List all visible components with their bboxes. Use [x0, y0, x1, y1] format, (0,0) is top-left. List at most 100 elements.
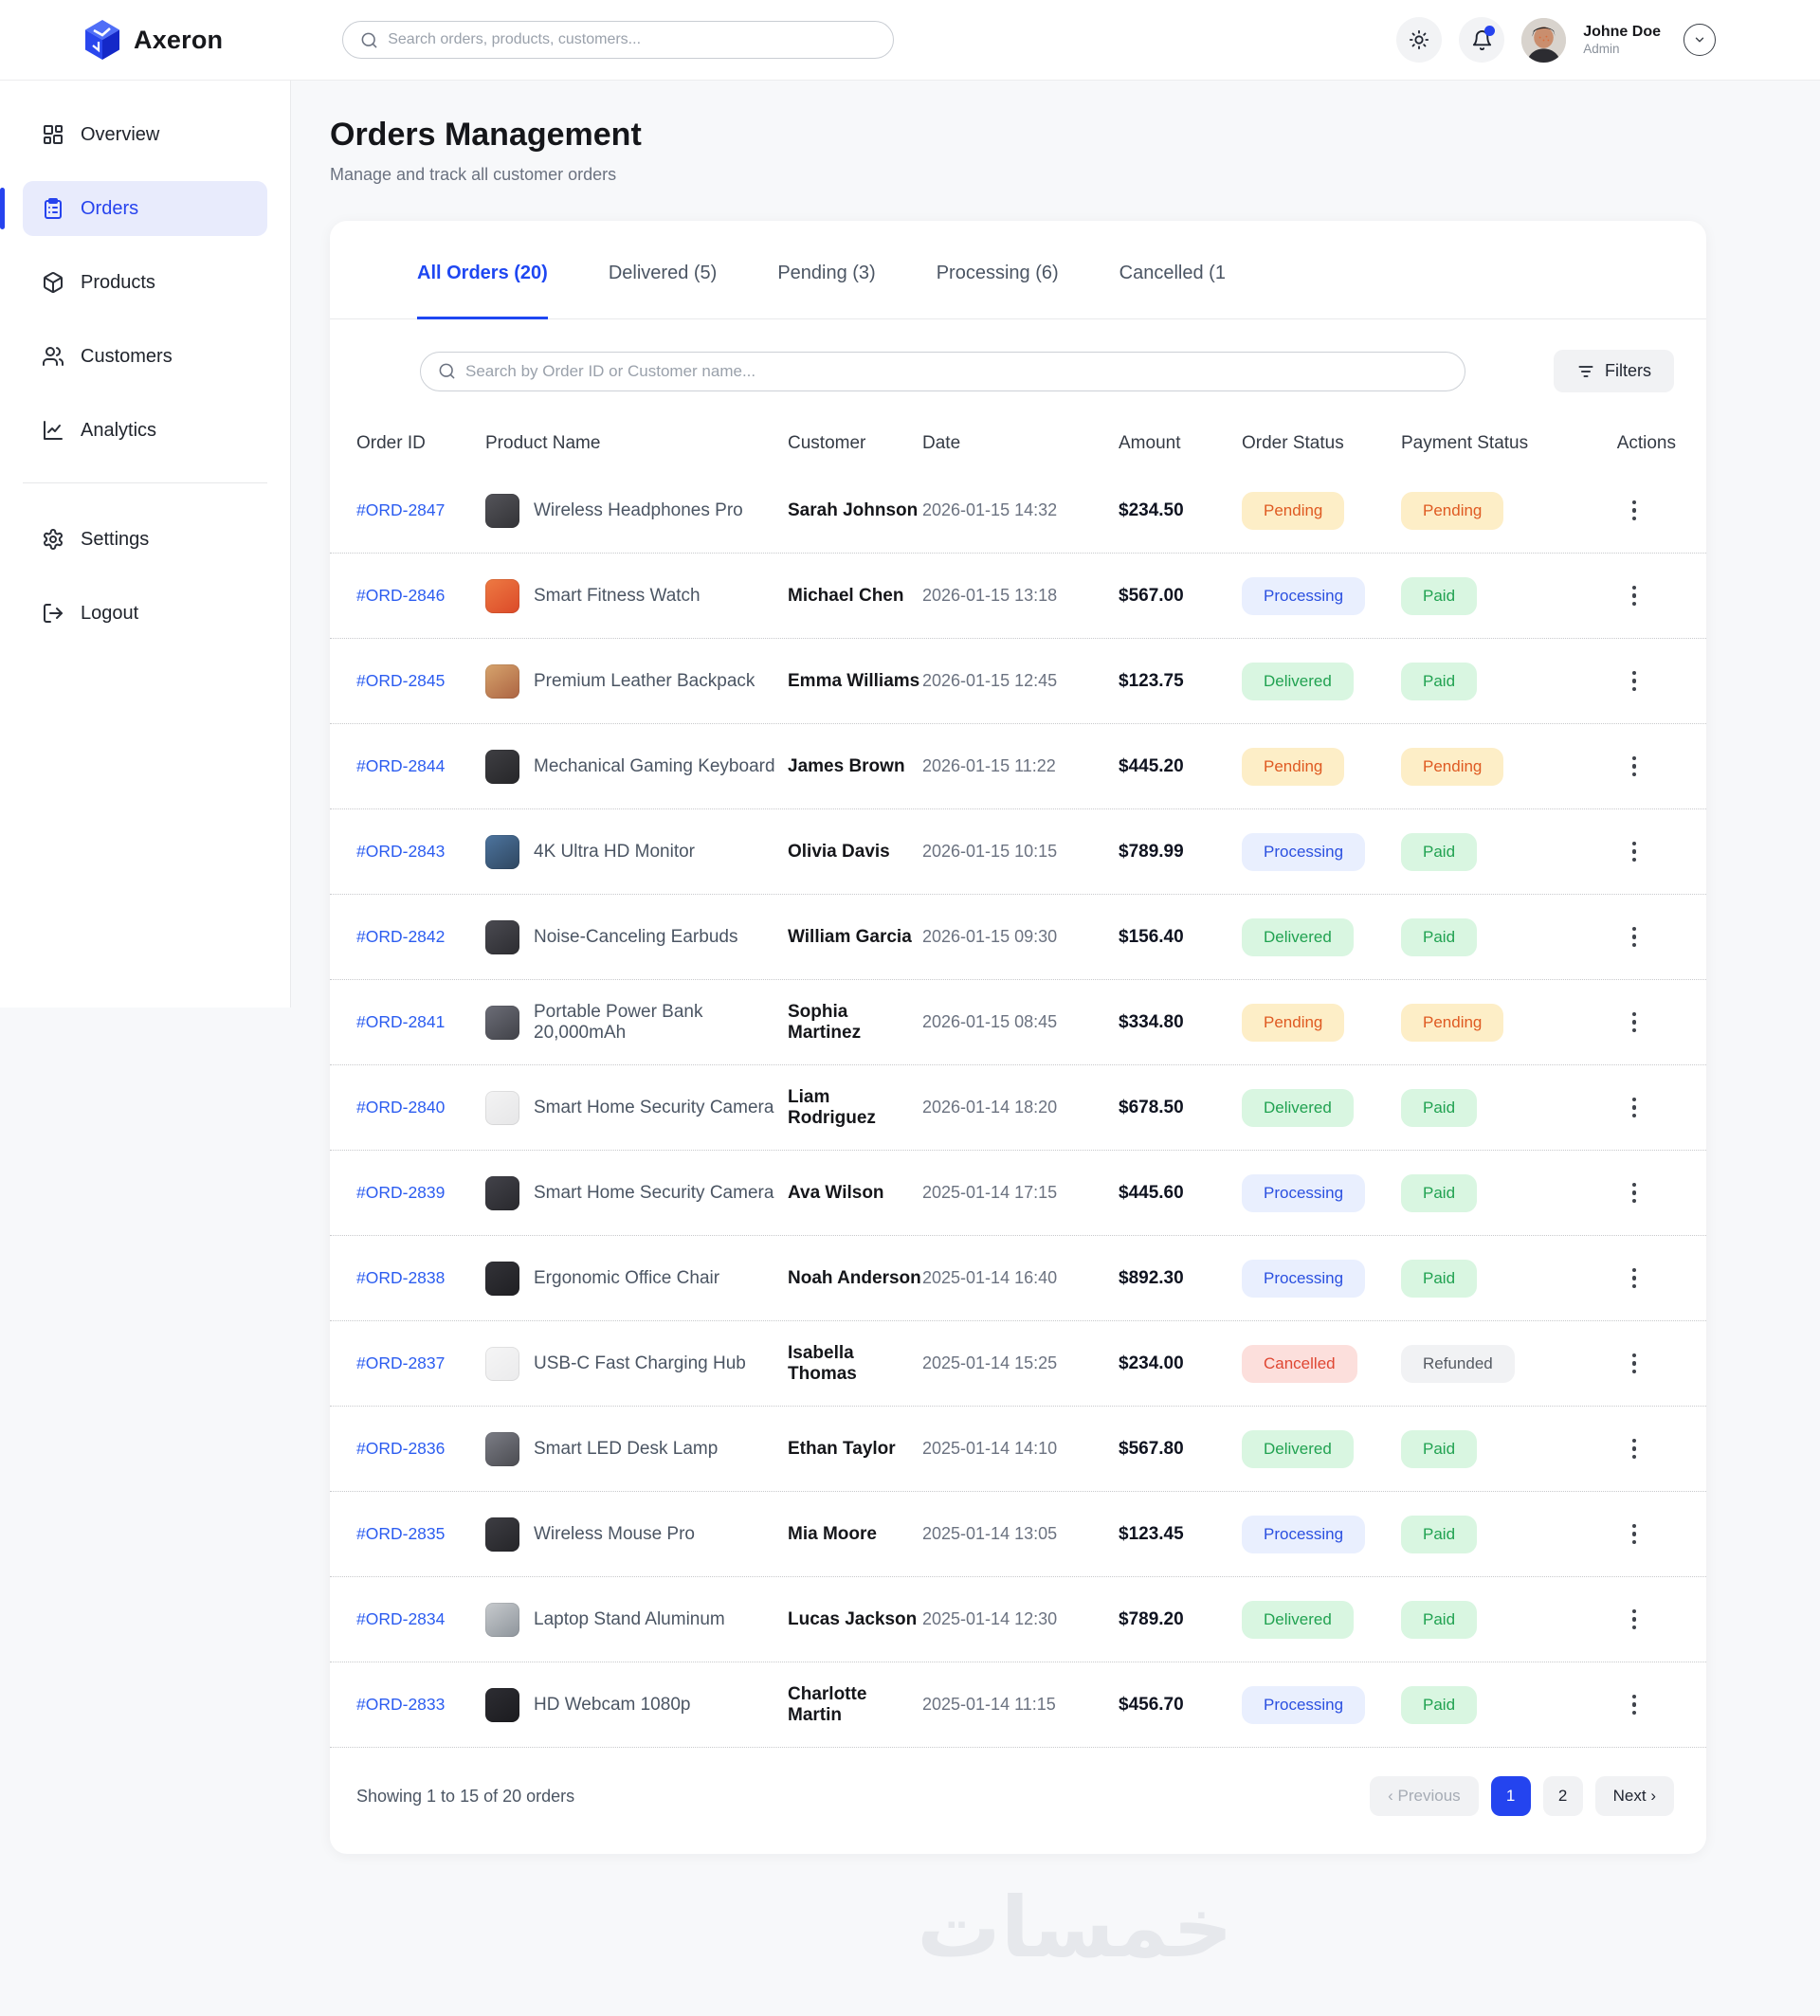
- row-actions-menu-button[interactable]: [1627, 1348, 1643, 1380]
- table-row: #ORD-2833 HD Webcam 1080p Charlotte Mart…: [330, 1662, 1706, 1748]
- payment-status-badge: Paid: [1401, 1259, 1478, 1298]
- product-photo: [485, 1090, 519, 1125]
- tab-delivered[interactable]: Delivered (5): [608, 263, 718, 283]
- order-search-input[interactable]: [465, 361, 1447, 381]
- active-indicator-bar: [0, 188, 5, 229]
- row-actions-menu-button[interactable]: [1627, 665, 1643, 698]
- product-name: Laptop Stand Aluminum: [534, 1608, 725, 1629]
- page-button-2[interactable]: 2: [1542, 1776, 1583, 1816]
- order-amount: $445.60: [1119, 1182, 1184, 1203]
- order-id-link[interactable]: #ORD-2836: [356, 1439, 446, 1458]
- row-actions-menu-button[interactable]: [1627, 1262, 1643, 1295]
- sidebar-item-analytics[interactable]: Analytics: [23, 403, 267, 458]
- order-date: 2025-01-14 13:05: [922, 1524, 1058, 1543]
- customer-name: Mia Moore: [788, 1523, 877, 1544]
- order-id-link[interactable]: #ORD-2842: [356, 927, 446, 946]
- row-actions-menu-button[interactable]: [1627, 580, 1643, 612]
- order-id-link[interactable]: #ORD-2834: [356, 1609, 446, 1628]
- column-header: Customer: [788, 433, 866, 453]
- order-status-badge: Delivered: [1242, 917, 1354, 956]
- sidebar-item-logout[interactable]: Logout: [23, 586, 267, 641]
- order-id-link[interactable]: #ORD-2846: [356, 586, 446, 605]
- order-date: 2025-01-14 14:10: [922, 1439, 1058, 1458]
- row-actions-menu-button[interactable]: [1627, 1433, 1643, 1465]
- order-id-link[interactable]: #ORD-2838: [356, 1268, 446, 1287]
- order-id-link[interactable]: #ORD-2839: [356, 1183, 446, 1202]
- page-button-1[interactable]: 1: [1490, 1776, 1531, 1816]
- order-date: 2026-01-15 13:18: [922, 586, 1058, 605]
- order-id-link[interactable]: #ORD-2837: [356, 1353, 446, 1372]
- column-header: Amount: [1119, 433, 1181, 453]
- sidebar-item-label: Products: [81, 271, 155, 293]
- row-actions-menu-button[interactable]: [1627, 1689, 1643, 1721]
- sidebar-item-overview[interactable]: Overview: [23, 107, 267, 162]
- global-search[interactable]: [342, 21, 895, 59]
- theme-toggle-button[interactable]: [1396, 17, 1443, 63]
- product-photo: [485, 1005, 519, 1040]
- brand-name: Axeron: [134, 25, 224, 54]
- row-actions-menu-button[interactable]: [1627, 495, 1643, 527]
- sidebar-item-orders[interactable]: Orders: [0, 181, 267, 236]
- row-actions-menu-button[interactable]: [1627, 836, 1643, 868]
- global-search-input[interactable]: [388, 31, 877, 48]
- sidebar-item-customers[interactable]: Customers: [23, 329, 267, 384]
- table-row: #ORD-2840 Smart Home Security Camera Lia…: [330, 1065, 1706, 1151]
- search-icon: [361, 32, 377, 47]
- order-id-link[interactable]: #ORD-2835: [356, 1524, 446, 1543]
- order-date: 2025-01-14 11:15: [922, 1695, 1056, 1714]
- row-actions-menu-button[interactable]: [1627, 921, 1643, 954]
- order-id-link[interactable]: #ORD-2841: [356, 1012, 446, 1031]
- product-name: Smart LED Desk Lamp: [534, 1438, 719, 1459]
- order-status-badge: Pending: [1242, 1003, 1345, 1042]
- filters-button[interactable]: Filters: [1554, 350, 1674, 392]
- tab-processing[interactable]: Processing (6): [936, 263, 1059, 283]
- order-id-link[interactable]: #ORD-2844: [356, 756, 446, 775]
- notifications-button[interactable]: [1459, 17, 1505, 63]
- order-id-link[interactable]: #ORD-2847: [356, 500, 446, 519]
- order-search[interactable]: [420, 351, 1465, 391]
- row-actions-menu-button[interactable]: [1627, 751, 1643, 783]
- brand-logo: Axeron: [83, 19, 223, 61]
- order-status-badge: Delivered: [1242, 1600, 1354, 1639]
- customer-name: Sarah Johnson: [788, 499, 919, 520]
- row-actions-menu-button[interactable]: [1627, 1177, 1643, 1209]
- order-date: 2026-01-15 08:45: [922, 1012, 1058, 1031]
- chevron-down-icon: [1695, 37, 1704, 43]
- payment-status-badge: Pending: [1401, 1003, 1504, 1042]
- product-name: 4K Ultra HD Monitor: [534, 841, 695, 862]
- order-status-badge: Processing: [1242, 1259, 1366, 1298]
- gear-icon: [44, 529, 63, 550]
- order-id-link[interactable]: #ORD-2833: [356, 1695, 446, 1714]
- row-actions-menu-button[interactable]: [1627, 1604, 1643, 1636]
- order-status-badge: Processing: [1242, 576, 1366, 615]
- order-amount: $567.80: [1119, 1438, 1184, 1459]
- tab-cancelled[interactable]: Cancelled (1: [1119, 263, 1226, 283]
- payment-status-badge: Paid: [1401, 1600, 1478, 1639]
- payment-status-badge: Paid: [1401, 1515, 1478, 1553]
- order-id-link[interactable]: #ORD-2840: [356, 1098, 446, 1117]
- filter-icon: [1578, 365, 1593, 377]
- row-actions-menu-button[interactable]: [1627, 1092, 1643, 1124]
- customer-name: Ava Wilson: [788, 1182, 884, 1203]
- table-row: #ORD-2841 Portable Power Bank 20,000mAh …: [330, 980, 1706, 1065]
- tab-all-orders[interactable]: All Orders (20): [417, 221, 548, 319]
- product-name: Smart Home Security Camera: [534, 1097, 774, 1117]
- table-row: #ORD-2845 Premium Leather Backpack Emma …: [330, 639, 1706, 724]
- avatar[interactable]: [1521, 17, 1567, 63]
- user-menu-button[interactable]: [1684, 24, 1716, 56]
- order-id-link[interactable]: #ORD-2845: [356, 671, 446, 690]
- row-actions-menu-button[interactable]: [1627, 1518, 1643, 1551]
- row-actions-menu-button[interactable]: [1627, 1007, 1643, 1039]
- order-status-badge: Processing: [1242, 832, 1366, 871]
- product-photo: [485, 749, 519, 784]
- previous-page-button[interactable]: ‹ Previous: [1370, 1776, 1479, 1816]
- tab-pending[interactable]: Pending (3): [777, 263, 876, 283]
- product-name: Wireless Headphones Pro: [534, 499, 743, 520]
- next-page-button[interactable]: Next ›: [1594, 1776, 1674, 1816]
- line-chart-icon: [44, 421, 63, 440]
- sidebar-item-products[interactable]: Products: [23, 255, 267, 310]
- order-id-link[interactable]: #ORD-2843: [356, 842, 446, 861]
- payment-status-badge: Paid: [1401, 662, 1478, 700]
- sidebar-item-settings[interactable]: Settings: [23, 512, 267, 567]
- product-photo: [485, 578, 519, 613]
